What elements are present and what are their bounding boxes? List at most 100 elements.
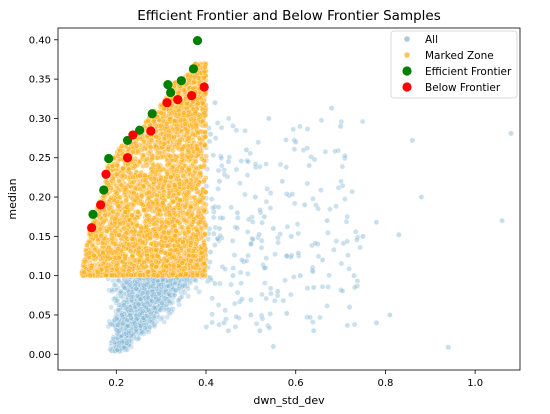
- point-all: [261, 213, 268, 220]
- point-all: [373, 320, 380, 326]
- point-marked-zone: [179, 259, 186, 266]
- point-marked-zone: [151, 272, 157, 278]
- point-all: [310, 196, 316, 202]
- point-marked-zone: [170, 262, 177, 269]
- point-efficient-frontier: [147, 109, 157, 119]
- point-all: [275, 288, 281, 295]
- point-all: [216, 178, 223, 185]
- point-all: [283, 137, 289, 143]
- point-marked-zone: [192, 241, 199, 247]
- point-marked-zone: [153, 143, 159, 150]
- point-all: [222, 266, 228, 272]
- point-marked-zone: [149, 169, 156, 175]
- point-marked-zone: [201, 207, 208, 214]
- point-all: [318, 187, 324, 193]
- point-marked-zone: [116, 232, 123, 238]
- x-axis: 0.2 0.4 0.6 0.8 1.0: [108, 370, 483, 389]
- point-marked-zone: [201, 68, 208, 75]
- point-all: [257, 163, 263, 170]
- point-marked-zone: [195, 100, 201, 107]
- point-all: [324, 217, 330, 224]
- point-all: [220, 215, 226, 221]
- point-marked-zone: [151, 226, 158, 232]
- point-all: [294, 221, 301, 227]
- point-all: [255, 139, 261, 146]
- point-all: [228, 204, 234, 211]
- point-marked-zone: [129, 253, 136, 259]
- point-all: [317, 314, 323, 321]
- point-all: [351, 321, 358, 328]
- point-marked-zone: [131, 197, 138, 204]
- point-all: [143, 282, 150, 288]
- point-all: [221, 320, 227, 326]
- point-all: [332, 148, 338, 155]
- point-marked-zone: [175, 89, 182, 96]
- point-all: [216, 321, 222, 328]
- point-marked-zone: [193, 232, 199, 239]
- point-marked-zone: [83, 251, 90, 258]
- point-all: [245, 252, 251, 259]
- point-all: [109, 321, 116, 328]
- point-marked-zone: [191, 73, 198, 80]
- point-all: [243, 258, 250, 264]
- point-all: [237, 180, 243, 186]
- point-marked-zone: [149, 155, 155, 162]
- x-axis-label: dwn_std_dev: [253, 394, 325, 407]
- point-all: [304, 285, 311, 291]
- point-marked-zone: [143, 248, 150, 254]
- point-all: [204, 278, 211, 285]
- point-all: [262, 280, 268, 286]
- point-all: [338, 260, 345, 267]
- point-all: [242, 128, 248, 134]
- point-marked-zone: [121, 225, 127, 232]
- point-marked-zone: [166, 160, 173, 167]
- point-all: [215, 186, 221, 192]
- point-all: [342, 153, 348, 159]
- point-all: [203, 324, 210, 330]
- point-all: [319, 257, 326, 263]
- point-all: [297, 123, 303, 130]
- point-marked-zone: [138, 200, 145, 207]
- point-marked-zone: [202, 142, 208, 148]
- point-all: [215, 204, 222, 210]
- point-all: [261, 265, 268, 271]
- point-all: [239, 296, 245, 302]
- point-marked-zone: [94, 269, 101, 275]
- point-all: [283, 164, 289, 170]
- point-efficient-frontier: [99, 185, 109, 195]
- point-all: [248, 297, 254, 303]
- point-marked-zone: [161, 229, 167, 236]
- point-marked-zone: [190, 173, 196, 179]
- point-all: [387, 312, 393, 318]
- point-marked-zone: [126, 241, 132, 248]
- point-marked-zone: [172, 111, 179, 118]
- point-all: [284, 253, 290, 259]
- point-all: [291, 146, 298, 152]
- point-all: [185, 293, 191, 299]
- y-axis-label: median: [6, 178, 19, 219]
- point-all: [292, 139, 299, 145]
- point-marked-zone: [138, 224, 144, 231]
- y-tick-label: 0.00: [29, 350, 51, 361]
- point-all: [121, 284, 127, 291]
- point-all: [123, 340, 130, 347]
- point-all: [233, 127, 240, 134]
- x-tick-label: 0.6: [288, 378, 304, 389]
- point-marked-zone: [158, 249, 165, 255]
- point-marked-zone: [180, 239, 186, 245]
- point-marked-zone: [128, 272, 134, 278]
- point-all: [237, 269, 244, 276]
- legend-marker: [402, 82, 412, 92]
- point-all: [123, 323, 130, 330]
- point-marked-zone: [158, 110, 165, 116]
- point-all: [310, 327, 317, 334]
- point-all: [345, 252, 351, 258]
- point-all: [216, 225, 223, 232]
- point-marked-zone: [156, 207, 163, 213]
- point-marked-zone: [115, 246, 121, 252]
- point-all: [234, 210, 241, 216]
- point-marked-zone: [136, 159, 143, 166]
- point-all: [304, 126, 311, 132]
- point-marked-zone: [147, 144, 154, 151]
- point-all: [207, 249, 214, 255]
